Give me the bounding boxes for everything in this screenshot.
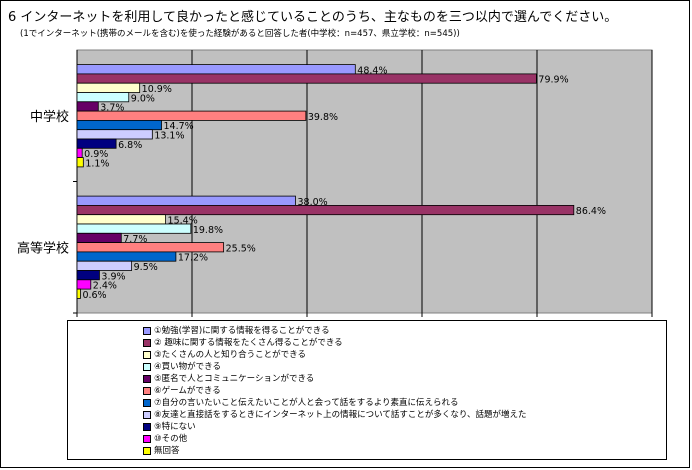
legend-item: ⑥ゲームができる <box>143 385 221 397</box>
legend-swatch <box>143 375 151 383</box>
data-label: 19.8% <box>193 225 223 236</box>
bar <box>76 82 141 93</box>
legend-label: ⑤匿名で人とコミュニケーションができる <box>154 374 315 384</box>
legend-swatch <box>143 363 151 371</box>
data-label: 39.8% <box>308 112 338 123</box>
bar <box>76 251 177 262</box>
legend-item: ⑤匿名で人とコミュニケーションができる <box>143 373 314 385</box>
legend-swatch <box>143 387 151 395</box>
legend-label: ⑩その他 <box>154 434 188 444</box>
data-label: 10.9% <box>142 84 172 95</box>
bar <box>76 129 153 140</box>
legend-label: ⑧友達と直接話をするときにインターネット上の情報について話すことが多くなり、話題… <box>154 410 527 420</box>
legend-item: ③たくさんの人と知り合うことができる <box>143 349 306 361</box>
bar <box>76 279 92 290</box>
legend-swatch <box>143 447 151 455</box>
plot-area <box>76 49 653 314</box>
group-label: 中学校 <box>30 109 69 125</box>
chart-legend: ①勉強(学習)に関する情報を得ることができる ② 趣味に関する情報をたくさん得るこ… <box>67 320 667 460</box>
bar <box>76 120 162 131</box>
legend-label: ② 趣味に関する情報をたくさん得ることができる <box>154 338 343 348</box>
data-label: 86.4% <box>576 206 606 217</box>
legend-item: ⑩その他 <box>143 433 187 445</box>
data-label: 0.9% <box>84 149 108 160</box>
legend-swatch <box>143 399 151 407</box>
legend-swatch <box>143 327 151 335</box>
bar <box>76 214 166 225</box>
bar <box>76 92 130 103</box>
group-label: 高等学校 <box>17 240 69 256</box>
data-label: 7.7% <box>123 234 147 245</box>
legend-label: ⑥ゲームができる <box>154 386 221 396</box>
bar <box>76 242 225 253</box>
legend-swatch <box>143 411 151 419</box>
bar <box>76 232 122 244</box>
chart-title: 6 インターネットを利用して良かったと感じていることのうち、主なものを三つ以内で… <box>8 10 618 25</box>
data-label: 3.7% <box>100 103 124 114</box>
data-label: 14.7% <box>164 121 194 132</box>
bar <box>76 260 133 271</box>
legend-item: 無回答 <box>143 445 180 457</box>
bar <box>76 223 192 234</box>
bar <box>76 138 117 149</box>
legend-label: ①勉強(学習)に関する情報を得ることができる <box>154 326 330 336</box>
bar <box>76 64 356 75</box>
legend-item: ⑨特にない <box>143 421 196 433</box>
bar <box>76 147 83 159</box>
legend-item: ①勉強(学習)に関する情報を得ることができる <box>143 325 330 337</box>
bar <box>76 101 99 112</box>
legend-item: ⑧友達と直接話をするときにインターネット上の情報について話すことが多くなり、話題… <box>143 409 527 421</box>
data-label: 38.0% <box>298 197 328 208</box>
data-label: 15.4% <box>168 216 198 227</box>
data-label: 3.9% <box>101 271 125 282</box>
legend-label: 無回答 <box>154 446 180 456</box>
data-label: 6.8% <box>118 140 142 151</box>
data-label: 1.1% <box>85 158 109 169</box>
bar <box>76 270 100 281</box>
data-label: 0.6% <box>82 290 106 301</box>
legend-item: ⑦自分の言いたいこと伝えたいことが人と会って話をするより素直に伝えられる <box>143 397 459 409</box>
bar <box>76 157 84 168</box>
data-label: 9.0% <box>131 93 155 104</box>
legend-label: ④買い物ができる <box>154 362 221 372</box>
data-label: 17.2% <box>178 253 208 264</box>
bar <box>76 204 575 216</box>
bar <box>76 288 81 299</box>
legend-label: ⑨特にない <box>154 422 196 432</box>
data-label: 9.5% <box>134 262 158 273</box>
legend-label: ③たくさんの人と知り合うことができる <box>154 350 306 360</box>
bar <box>76 195 296 206</box>
bar-chart: 0%20%40%60%80%100%中学校48.4%79.9%10.9%9.0%… <box>17 49 653 317</box>
data-label: 48.4% <box>357 65 387 76</box>
legend-swatch <box>143 423 151 431</box>
legend-swatch <box>143 435 151 443</box>
data-label: 13.1% <box>154 131 184 142</box>
legend-swatch <box>143 351 151 359</box>
legend-item: ④買い物ができる <box>143 361 221 373</box>
data-label: 25.5% <box>226 243 256 254</box>
legend-label: ⑦自分の言いたいこと伝えたいことが人と会って話をするより素直に伝えられる <box>154 398 459 408</box>
data-label: 2.4% <box>93 281 117 292</box>
data-label: 79.9% <box>538 75 568 86</box>
legend-swatch <box>143 339 151 347</box>
bar <box>76 110 307 121</box>
legend-item: ② 趣味に関する情報をたくさん得ることができる <box>143 337 343 349</box>
chart-subtitle: (1でインターネット(携帯のメールを含む)を使った経験があると回答した者(中学校… <box>20 29 460 39</box>
bar <box>76 73 537 84</box>
